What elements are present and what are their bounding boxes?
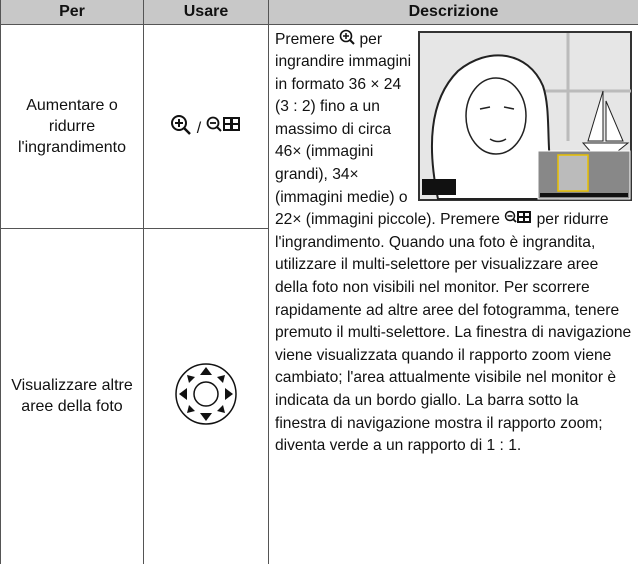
- header-cell: Usare: [143, 0, 269, 25]
- zoom-out-icon: [505, 211, 532, 224]
- description-text: per ingrandire immagini in formato 36 × …: [275, 30, 500, 229]
- zoom-in-icon: [171, 115, 192, 135]
- illustration: [418, 30, 632, 201]
- header-cell: Descrizione: [268, 0, 638, 25]
- description-text: Premere: [275, 30, 335, 48]
- per-cell: Visualizzare altre aree della foto: [0, 227, 144, 564]
- per-cell: Aumentare o ridurre l'ingrandimento: [0, 23, 144, 228]
- header-cell: Per: [0, 0, 144, 25]
- description-text: per ridurre l'ingrandimento. Quando una …: [275, 211, 632, 455]
- use-cell: [143, 227, 269, 564]
- zoom-in-icon: [339, 29, 355, 45]
- zoom-out-icon: [206, 116, 240, 132]
- separator: /: [196, 120, 202, 137]
- use-cell: /: [143, 23, 269, 228]
- description-cell: Premere per ingrandire immagini in forma…: [268, 23, 638, 564]
- multi-selector-icon: [175, 363, 237, 425]
